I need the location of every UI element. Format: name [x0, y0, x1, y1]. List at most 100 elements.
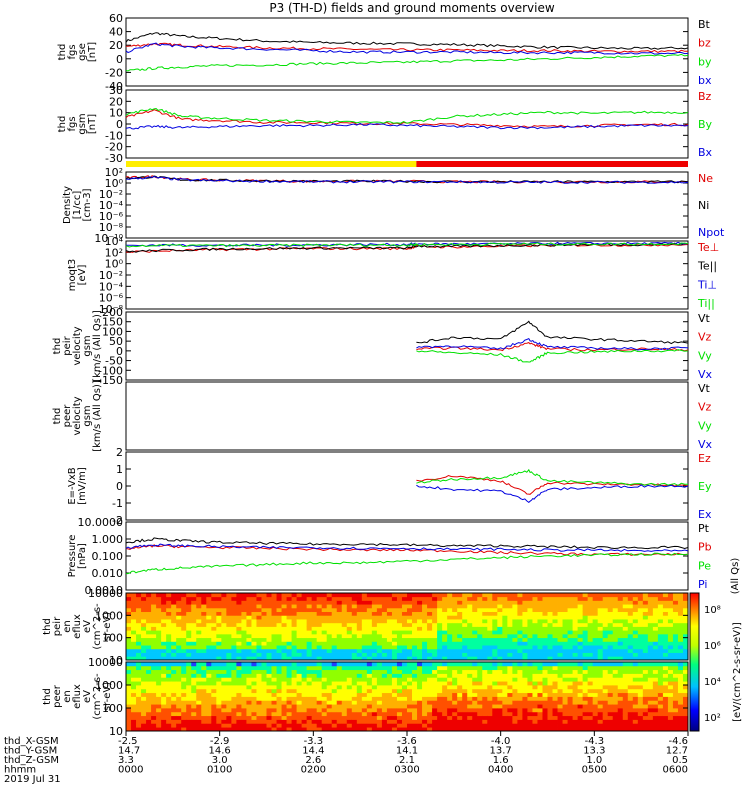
heatmap-cell: [236, 656, 242, 661]
heatmap-cell: [517, 673, 523, 678]
heatmap-cell: [156, 648, 162, 653]
heatmap-cell: [171, 596, 177, 601]
heatmap-cell: [386, 633, 393, 639]
heatmap-cell: [562, 662, 568, 667]
heatmap-cell: [381, 669, 388, 674]
heatmap-cell: [532, 645, 538, 650]
heatmap-cell: [386, 665, 393, 671]
heatmap-cell: [141, 607, 147, 613]
heatmap-cell: [667, 630, 674, 635]
heatmap-cell: [417, 593, 423, 598]
heatmap-cell: [452, 615, 458, 620]
heatmap-cell: [361, 662, 368, 667]
heatmap-cell: [186, 652, 192, 657]
heatmap-cell: [452, 715, 458, 720]
heatmap-cell: [381, 685, 388, 690]
heatmap-cell: [607, 727, 614, 732]
heatmap-cell: [151, 596, 157, 601]
heatmap-cell: [281, 630, 287, 635]
heatmap-cell: [191, 677, 197, 682]
heatmap-cell: [552, 727, 558, 732]
heatmap-cell: [306, 704, 313, 709]
heatmap-cell: [517, 656, 523, 661]
heatmap-cell: [181, 727, 187, 732]
heatmap-cell: [437, 688, 443, 694]
heatmap-cell: [371, 596, 378, 601]
heatmap-cell: [427, 607, 433, 613]
heatmap-cell: [427, 669, 433, 674]
heatmap-cell: [286, 662, 292, 667]
heatmap-cell: [241, 673, 247, 678]
heatmap-cell: [281, 665, 287, 671]
heatmap-cell: [447, 696, 453, 701]
heatmap-cell: [236, 727, 242, 732]
heatmap-cell: [647, 637, 654, 642]
heatmap-cell: [141, 681, 147, 686]
heatmap-cell: [161, 652, 167, 657]
heatmap-cell: [321, 656, 328, 661]
heatmap-cell: [226, 681, 232, 686]
heatmap-cell: [607, 630, 614, 635]
heatmap-cell: [562, 626, 568, 631]
heatmap-cell: [487, 669, 493, 674]
heatmap-cell: [672, 685, 679, 690]
heatmap-cell: [592, 711, 599, 717]
heatmap-cell: [417, 711, 423, 717]
heatmap-cell: [637, 656, 644, 661]
heatmap-cell: [211, 656, 217, 661]
heatmap-cell: [186, 669, 192, 674]
heatmap-cell: [537, 648, 543, 653]
heatmap-cell: [286, 685, 292, 690]
heatmap-cell: [276, 645, 282, 650]
heatmap-cell: [517, 630, 523, 635]
heatmap-cell: [351, 652, 358, 657]
heatmap-cell: [492, 633, 498, 639]
heatmap-cell: [627, 619, 634, 624]
heatmap-cell: [492, 665, 498, 671]
heatmap-cell: [497, 648, 503, 653]
heatmap-cell: [241, 688, 247, 694]
heatmap-cell: [366, 615, 373, 620]
heatmap-cell: [522, 700, 528, 705]
heatmap-cell: [447, 669, 453, 674]
heatmap-cell: [221, 626, 227, 631]
heatmap-cell: [632, 723, 639, 728]
heatmap-cell: [201, 723, 207, 728]
heatmap-cell: [401, 633, 408, 639]
heatmap-cell: [607, 645, 614, 650]
y-axis-label: peer: [62, 404, 73, 428]
heatmap-cell: [296, 688, 303, 694]
heatmap-cell: [131, 711, 137, 717]
heatmap-cell: [346, 719, 353, 724]
heatmap-cell: [266, 681, 272, 686]
heatmap-cell: [442, 685, 448, 690]
heatmap-cell: [502, 596, 508, 601]
heatmap-cell: [662, 727, 669, 732]
heatmap-cell: [286, 700, 292, 705]
x-tick-label: -4.3: [585, 736, 605, 747]
heatmap-cell: [301, 596, 308, 601]
heatmap-cell: [617, 596, 624, 601]
y-tick-label: -150: [98, 374, 123, 387]
heatmap-cell: [186, 673, 192, 678]
heatmap-cell: [447, 607, 453, 613]
heatmap-cell: [361, 641, 368, 646]
heatmap-cell: [146, 615, 152, 620]
heatmap-cell: [422, 700, 428, 705]
y-axis-label: [mV/m]: [77, 467, 88, 505]
heatmap-cell: [176, 723, 182, 728]
heatmap-cell: [166, 665, 172, 671]
heatmap-cell: [176, 669, 182, 674]
heatmap-cell: [211, 637, 217, 642]
heatmap-cell: [517, 685, 523, 690]
heatmap-cell: [286, 711, 292, 717]
heatmap-cell: [607, 600, 614, 605]
heatmap-cell: [396, 696, 403, 701]
heatmap-cell: [632, 652, 639, 657]
heatmap-cell: [131, 630, 137, 635]
heatmap-cell: [176, 619, 182, 624]
heatmap-cell: [607, 622, 614, 627]
heatmap-cell: [266, 715, 272, 720]
heatmap-cell: [156, 696, 162, 701]
heatmap-cell: [181, 711, 187, 717]
